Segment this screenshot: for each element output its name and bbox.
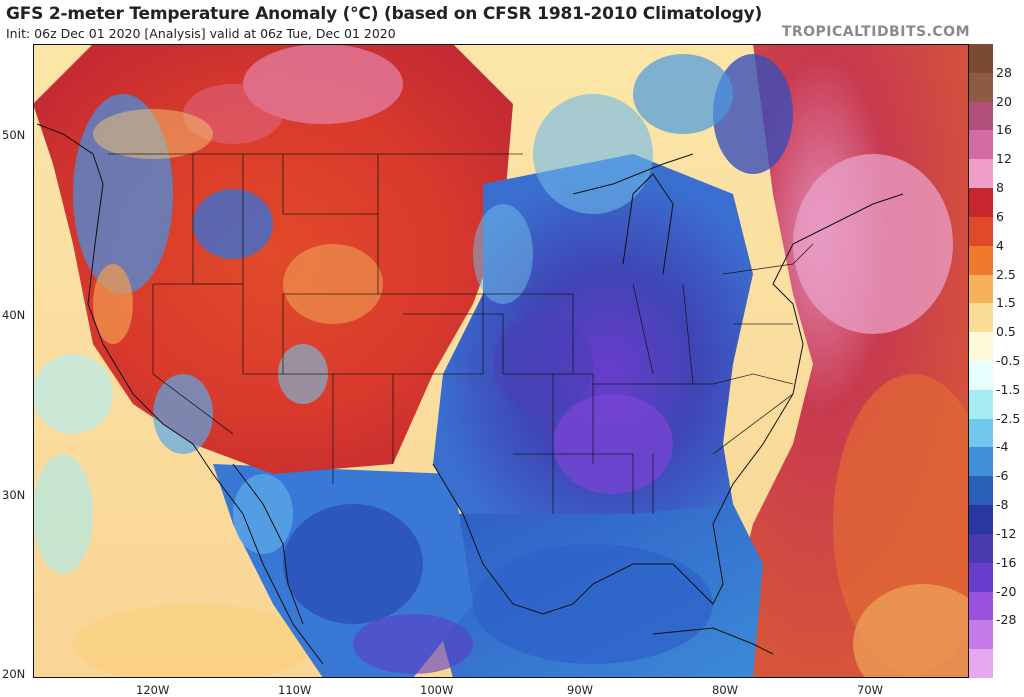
- colorbar-swatch: [969, 274, 993, 304]
- colorbar-swatch: [969, 130, 993, 160]
- colorbar-label: 2.5: [996, 266, 1016, 282]
- political-boundaries: [108, 153, 814, 514]
- lon-label-90w: 90W: [567, 683, 594, 697]
- colorbar-label: -16: [996, 554, 1017, 570]
- colorbar-swatch: [969, 418, 993, 448]
- colorbar-swatch: [969, 649, 993, 679]
- lon-label-80w: 80W: [712, 683, 739, 697]
- temperature-anomaly-map: [33, 44, 969, 678]
- colorbar-swatch: [969, 447, 993, 477]
- colorbar-swatch: [969, 562, 993, 593]
- colorbar-label: 16: [996, 122, 1012, 138]
- map-subtitle: Init: 06z Dec 01 2020 [Analysis] valid a…: [6, 26, 396, 41]
- colorbar-label: 28: [996, 64, 1012, 80]
- colorbar-label: 0.5: [996, 324, 1016, 340]
- colorbar-swatch: [969, 216, 993, 247]
- colorbar-label: -0.5: [996, 353, 1021, 368]
- lat-label-40n: 40N: [2, 308, 26, 322]
- colorbar-swatch: [969, 159, 993, 189]
- colorbar-swatch: [969, 188, 993, 218]
- colorbar-swatch: [969, 361, 993, 391]
- colorbar-swatch: [969, 476, 993, 506]
- colorbar-label: 8: [996, 180, 1004, 196]
- colorbar-label: 6: [996, 208, 1004, 224]
- lat-label-20n: 20N: [2, 667, 26, 681]
- coastlines: [36, 123, 904, 665]
- lon-label-120w: 120W: [136, 683, 170, 697]
- lon-label-70w: 70W: [857, 683, 884, 697]
- colorbar-swatch: [969, 303, 993, 333]
- colorbar-swatch: [969, 101, 993, 131]
- colorbar-swatch: [969, 620, 993, 650]
- lon-label-100w: 100W: [420, 683, 454, 697]
- colorbar: [969, 44, 993, 679]
- colorbar-label: -12: [996, 525, 1017, 541]
- colorbar-swatch: [969, 332, 993, 362]
- colorbar-swatch: [969, 44, 993, 74]
- colorbar-swatch: [969, 389, 993, 420]
- colorbar-label: 1.5: [996, 295, 1016, 311]
- colorbar-swatch: [969, 505, 993, 535]
- colorbar-label: -4: [996, 439, 1009, 455]
- lon-label-110w: 110W: [278, 683, 312, 697]
- colorbar-swatch: [969, 72, 993, 103]
- colorbar-label: -20: [996, 583, 1017, 599]
- colorbar-label: 12: [996, 151, 1012, 167]
- brand-watermark: TROPICALTIDBITS.COM: [781, 24, 970, 40]
- colorbar-label: -8: [996, 497, 1009, 513]
- colorbar-label: 20: [996, 93, 1012, 109]
- colorbar-swatch: [969, 245, 993, 276]
- colorbar-label: -2.5: [996, 410, 1021, 426]
- colorbar-swatch: [969, 591, 993, 621]
- colorbar-label: -6: [996, 468, 1009, 484]
- colorbar-label: -28: [996, 612, 1017, 628]
- lat-label-50n: 50N: [2, 128, 26, 142]
- map-title: GFS 2-meter Temperature Anomaly (°C) (ba…: [6, 4, 763, 24]
- colorbar-swatch: [969, 533, 993, 564]
- colorbar-label: -1.5: [996, 381, 1021, 397]
- frame-ticks: [33, 44, 969, 678]
- colorbar-label: 4: [996, 237, 1004, 253]
- lat-label-30n: 30N: [2, 488, 26, 502]
